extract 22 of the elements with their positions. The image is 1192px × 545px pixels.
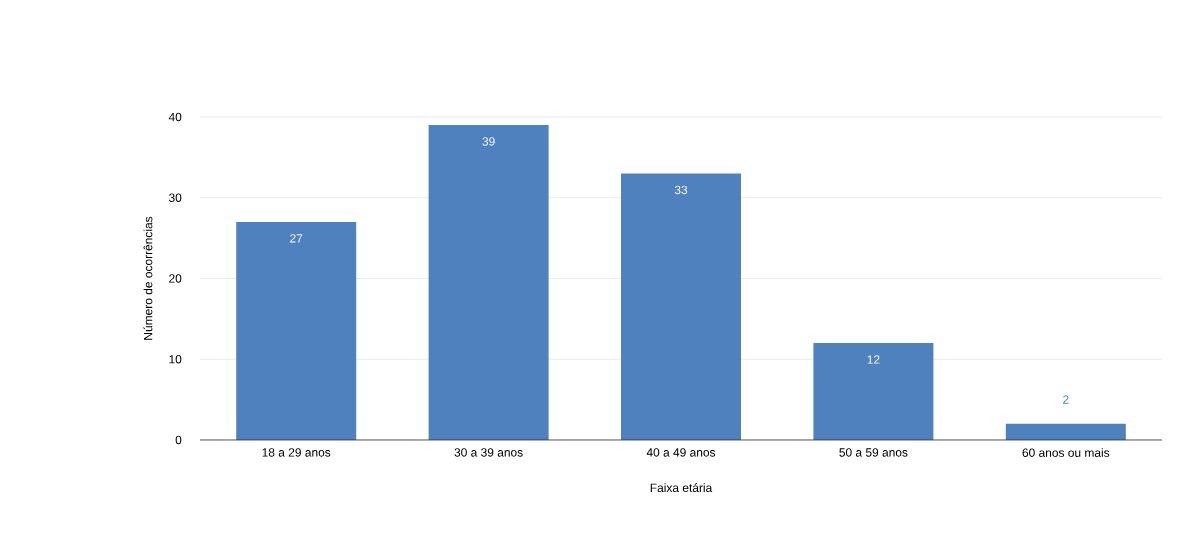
y-tick-label: 30 <box>168 193 182 202</box>
bar <box>813 343 934 440</box>
data-label: 2 <box>1063 395 1069 404</box>
data-label: 39 <box>482 137 495 146</box>
x-tick-label: 60 anos ou mais <box>1022 448 1110 457</box>
y-tick-label: 10 <box>169 355 182 364</box>
bar <box>236 221 357 440</box>
y-axis-title: Número de ocorrências <box>143 216 153 340</box>
data-label: 12 <box>867 355 880 364</box>
y-tick-label: 20 <box>169 274 182 283</box>
bar <box>1005 423 1126 440</box>
x-tick-label: 40 a 49 anos <box>646 448 716 457</box>
data-label: 33 <box>674 185 688 195</box>
data-label: 27 <box>290 234 303 243</box>
x-tick-label: 50 a 59 anos <box>839 448 908 457</box>
x-axis-title: Faixa etária <box>650 483 713 493</box>
bar <box>428 125 549 440</box>
y-tick-label: 0 <box>175 435 182 445</box>
y-tick-label: 40 <box>168 112 182 122</box>
x-tick-label: 30 a 39 anos <box>454 448 523 457</box>
x-tick-label: 18 a 29 anos <box>262 448 331 457</box>
bar <box>621 173 742 440</box>
